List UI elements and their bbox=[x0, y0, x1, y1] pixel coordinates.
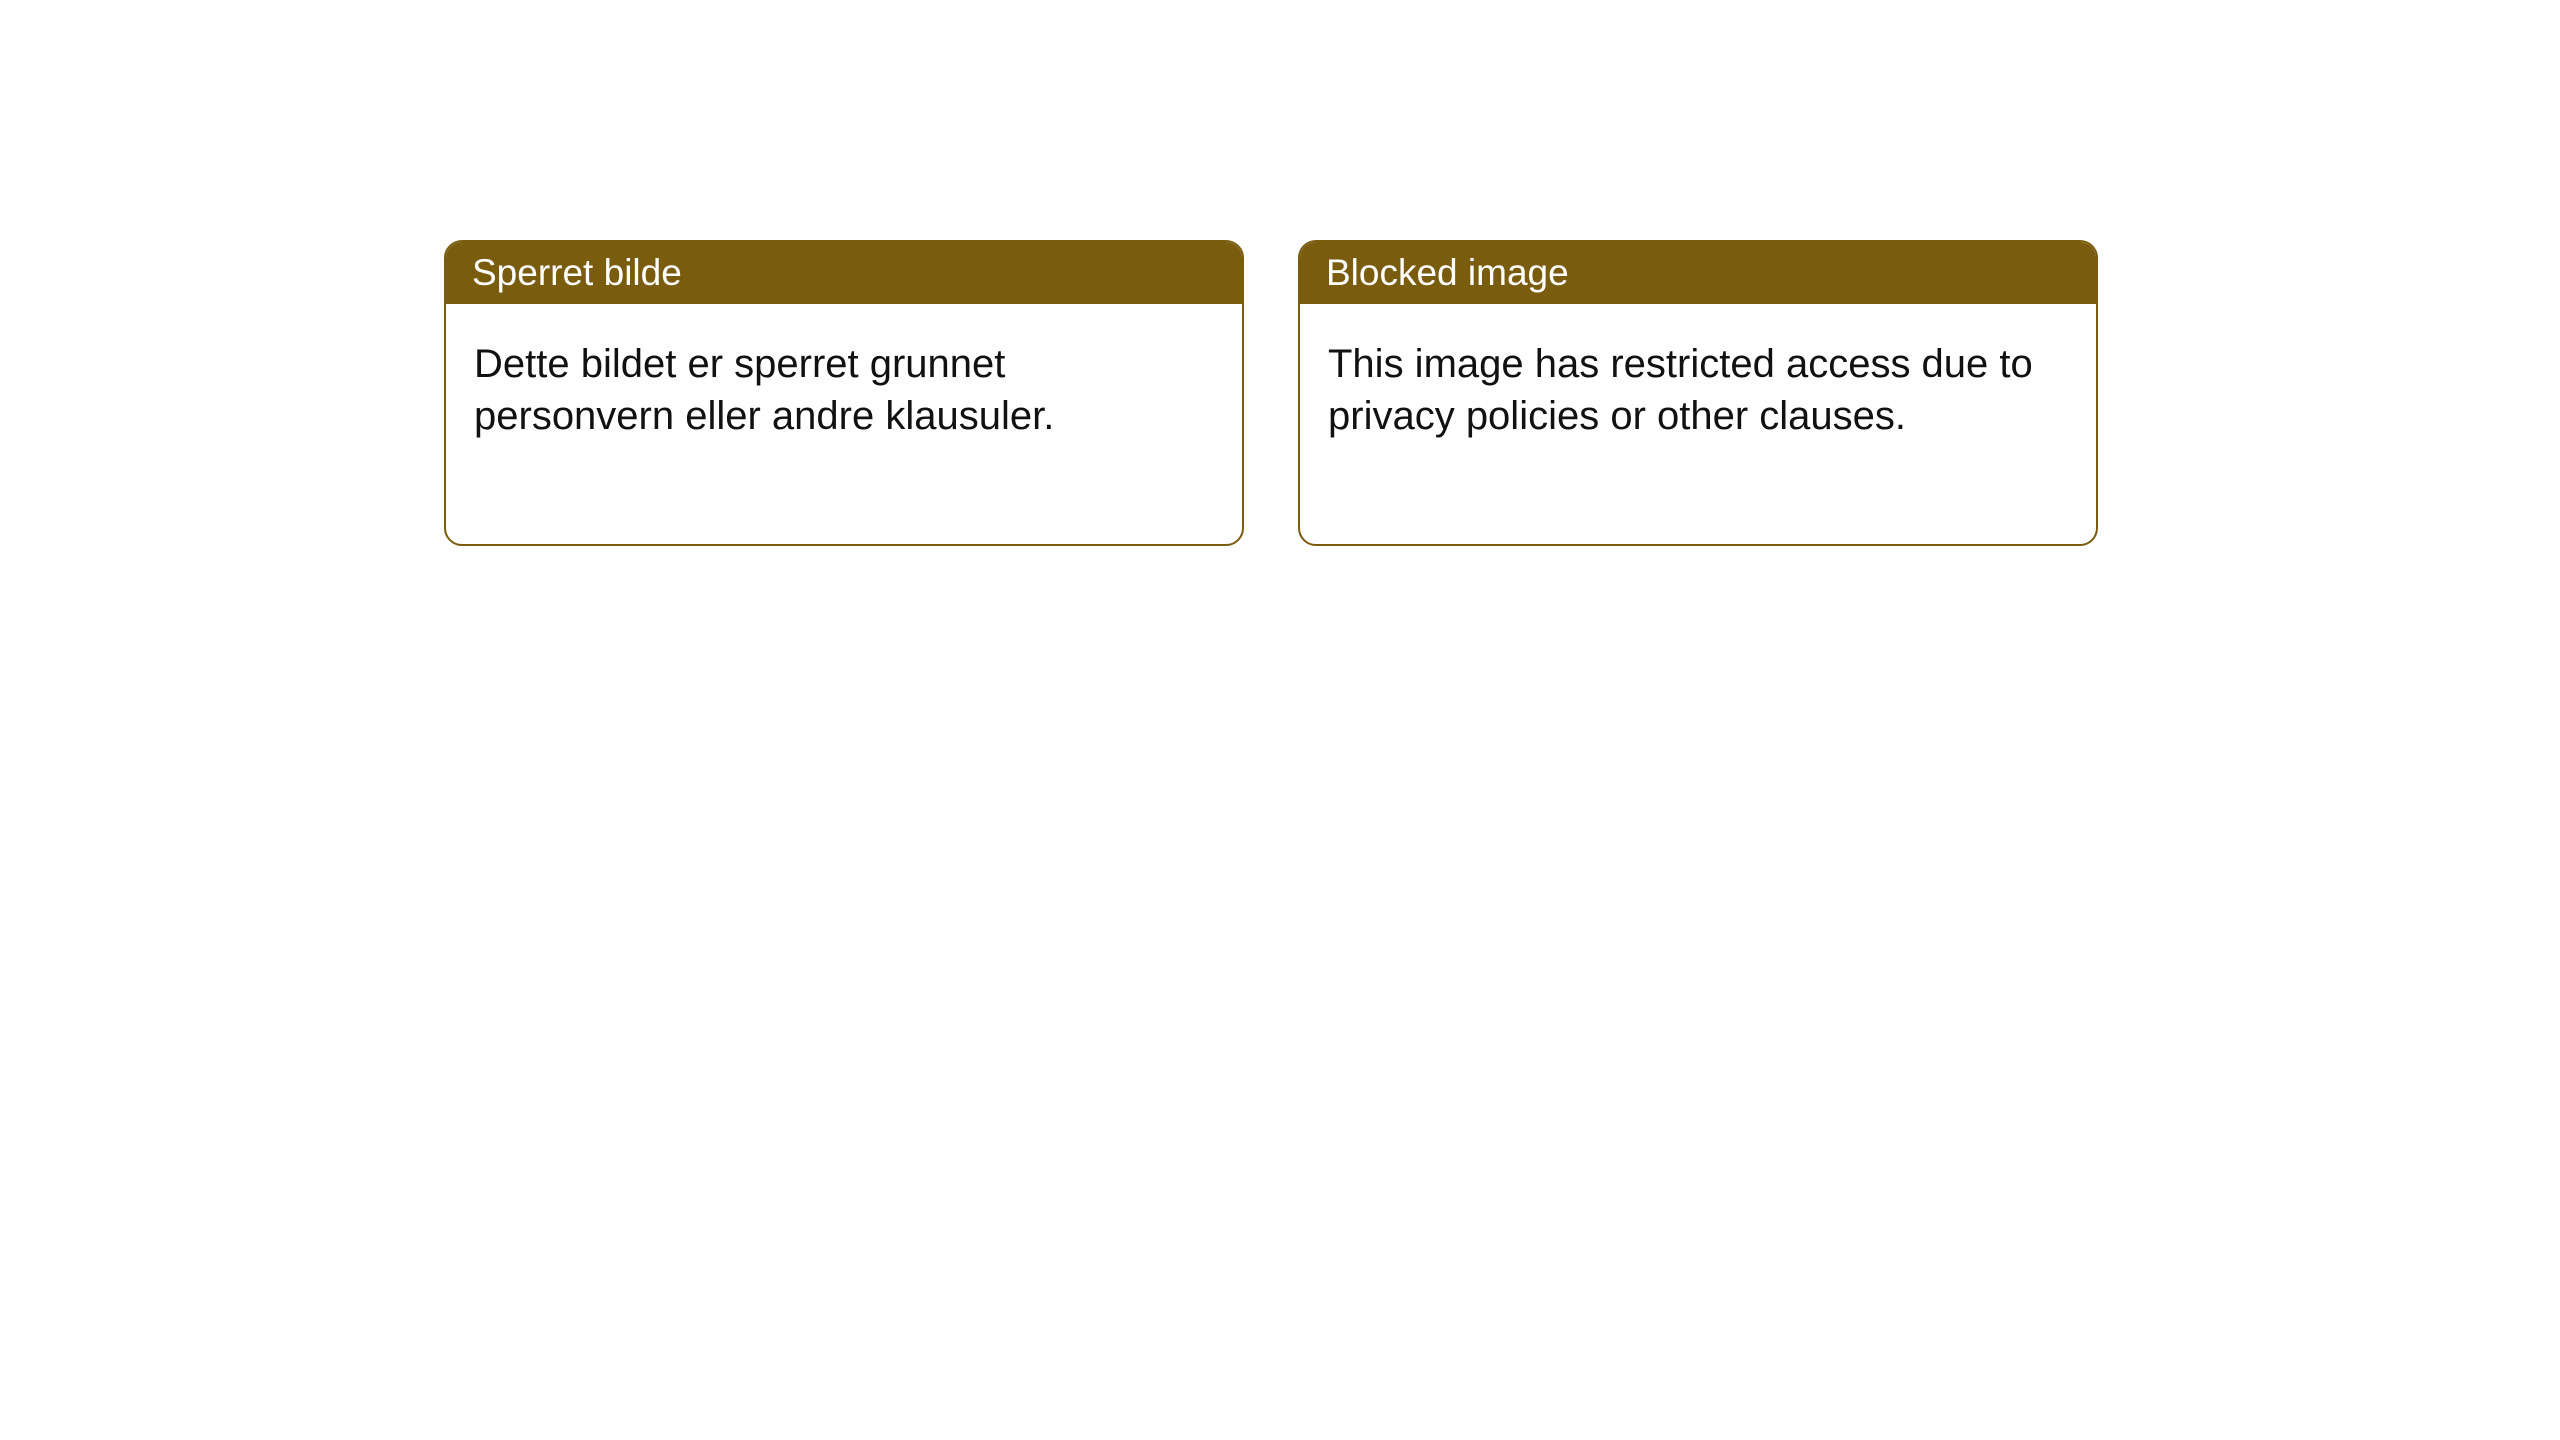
card-header: Sperret bilde bbox=[446, 242, 1242, 304]
card-body: Dette bildet er sperret grunnet personve… bbox=[446, 304, 1242, 544]
card-header: Blocked image bbox=[1300, 242, 2096, 304]
notice-card-english: Blocked image This image has restricted … bbox=[1298, 240, 2098, 546]
card-title: Sperret bilde bbox=[472, 252, 682, 293]
card-body: This image has restricted access due to … bbox=[1300, 304, 2096, 544]
notice-card-norwegian: Sperret bilde Dette bildet er sperret gr… bbox=[444, 240, 1244, 546]
notice-cards-container: Sperret bilde Dette bildet er sperret gr… bbox=[444, 240, 2098, 546]
card-body-text: This image has restricted access due to … bbox=[1328, 342, 2033, 438]
card-title: Blocked image bbox=[1326, 252, 1569, 293]
card-body-text: Dette bildet er sperret grunnet personve… bbox=[474, 342, 1054, 438]
